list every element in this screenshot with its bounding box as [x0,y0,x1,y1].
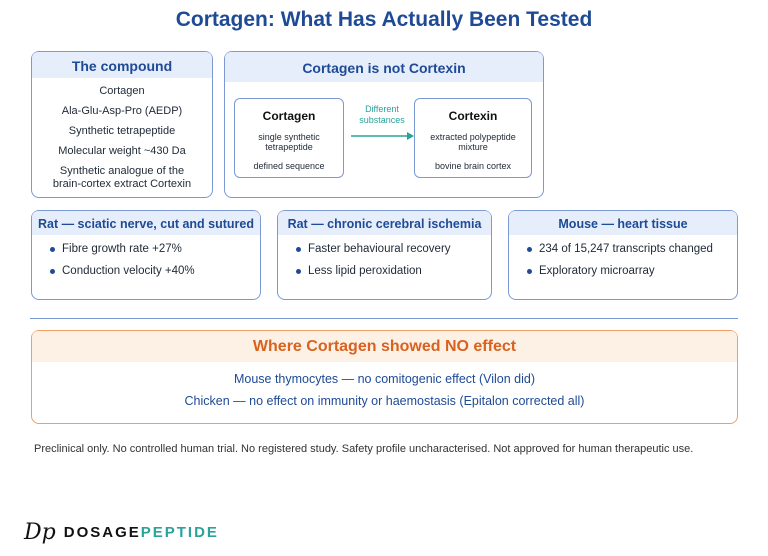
cortagen-card-name: Cortagen [262,109,316,123]
study-heading: Rat — chronic cerebral ischemia [278,211,491,235]
logo-mark: Dp [24,520,56,545]
study-heading: Mouse — heart tissue [509,211,737,235]
list-item: Less lipid peroxidation [296,265,491,277]
comparison-heading: Cortagen is not Cortexin [225,52,543,82]
page-title: Cortagen: What Has Actually Been Tested [175,8,593,31]
study-heading: Rat — sciatic nerve, cut and sutured [32,211,260,235]
arrow-label: Different substances [349,104,415,126]
list-item: Exploratory microarray [527,265,737,277]
cortexin-card-line2: bovine brain cortex [434,161,512,171]
compound-sequence: Ala-Glu-Asp-Pro (AEDP) [61,105,183,117]
cortagen-card-line2: defined sequence [253,161,325,171]
logo-word-dosage: DOSAGE [63,524,141,541]
arrow-label-line2: substances [359,115,405,125]
compound-weight: Molecular weight ~430 Da [58,145,186,157]
section-divider [30,318,738,319]
list-item: Faster behavioural recovery [296,243,491,255]
study-card-rat-sciatic: Rat — sciatic nerve, cut and sutured Fib… [31,210,261,300]
no-effect-line-thymocytes: Mouse thymocytes — no comitogenic effect… [233,372,536,386]
disclaimer-footnote: Preclinical only. No controlled human tr… [34,443,694,455]
compound-name: Cortagen [99,85,145,97]
arrow-label-line1: Different [365,104,399,114]
cortexin-card: Cortexin extracted polypeptide mixture b… [414,98,532,178]
compound-class: Synthetic tetrapeptide [68,125,176,137]
study-card-rat-ischemia: Rat — chronic cerebral ischemia Faster b… [277,210,492,300]
no-effect-panel: Where Cortagen showed NO effect Mouse th… [31,330,738,424]
cortagen-card-line1: single synthetic tetrapeptide [258,132,320,152]
no-effect-heading: Where Cortagen showed NO effect [32,331,737,362]
compound-analogue: Synthetic analogue of the brain-cortex e… [52,165,192,190]
comparison-panel: Cortagen is not Cortexin Cortagen single… [224,51,544,198]
compound-panel: The compound Cortagen Ala-Glu-Asp-Pro (A… [31,51,213,198]
cortexin-card-name: Cortexin [448,109,498,123]
list-item: Conduction velocity +40% [50,265,260,277]
right-arrow-icon [351,132,414,140]
list-item: Fibre growth rate +27% [50,243,260,255]
logo-word-peptide: PEPTIDE [140,524,219,541]
cortagen-card: Cortagen single synthetic tetrapeptide d… [234,98,344,178]
cortexin-card-line1: extracted polypeptide mixture [430,132,516,152]
brand-logo: Dp DOSAGE PEPTIDE [24,520,219,545]
compound-heading: The compound [32,52,212,78]
study-card-mouse-heart: Mouse — heart tissue 234 of 15,247 trans… [508,210,738,300]
list-item: 234 of 15,247 transcripts changed [527,243,737,255]
no-effect-line-chicken: Chicken — no effect on immunity or haemo… [184,394,585,408]
